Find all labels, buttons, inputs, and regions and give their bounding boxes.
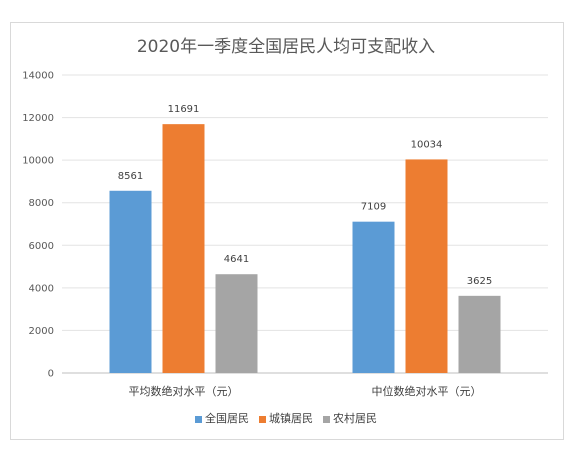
- y-tick-label: 10000: [22, 156, 54, 167]
- legend-swatch: [195, 415, 202, 423]
- legend-label: 全国居民: [205, 412, 249, 425]
- bar: [458, 295, 501, 373]
- bar: [215, 274, 258, 373]
- y-tick-label: 6000: [29, 241, 54, 252]
- legend-label: 城镇居民: [269, 412, 313, 425]
- legend-label: 农村居民: [333, 412, 377, 425]
- data-label: 11691: [168, 104, 200, 115]
- legend-item: 城镇居民: [259, 410, 313, 426]
- y-tick-label: 14000: [22, 71, 54, 82]
- bar: [162, 124, 205, 373]
- legend-item: 农村居民: [323, 410, 377, 426]
- legend-swatch: [323, 415, 330, 423]
- data-label: 4641: [224, 254, 249, 265]
- data-label: 7109: [361, 202, 386, 213]
- x-category-label: 中位数绝对水平（元）: [372, 384, 482, 398]
- data-label: 3625: [467, 276, 492, 287]
- data-label: 8561: [118, 171, 143, 182]
- y-tick-label: 2000: [29, 326, 54, 337]
- bar: [405, 159, 448, 373]
- y-tick-label: 0: [48, 369, 54, 380]
- legend-item: 全国居民: [195, 410, 249, 426]
- y-tick-label: 4000: [29, 283, 54, 294]
- x-category-label: 平均数绝对水平（元）: [129, 384, 239, 398]
- chart-legend: 全国居民 城镇居民 农村居民: [10, 410, 562, 426]
- data-label: 10034: [411, 139, 443, 150]
- legend-swatch: [259, 415, 266, 423]
- bar: [109, 190, 152, 373]
- y-tick-label: 8000: [29, 198, 54, 209]
- y-tick-label: 12000: [22, 113, 54, 124]
- chart-title: 2020年一季度全国居民人均可支配收入: [136, 37, 436, 57]
- bar: [352, 221, 395, 373]
